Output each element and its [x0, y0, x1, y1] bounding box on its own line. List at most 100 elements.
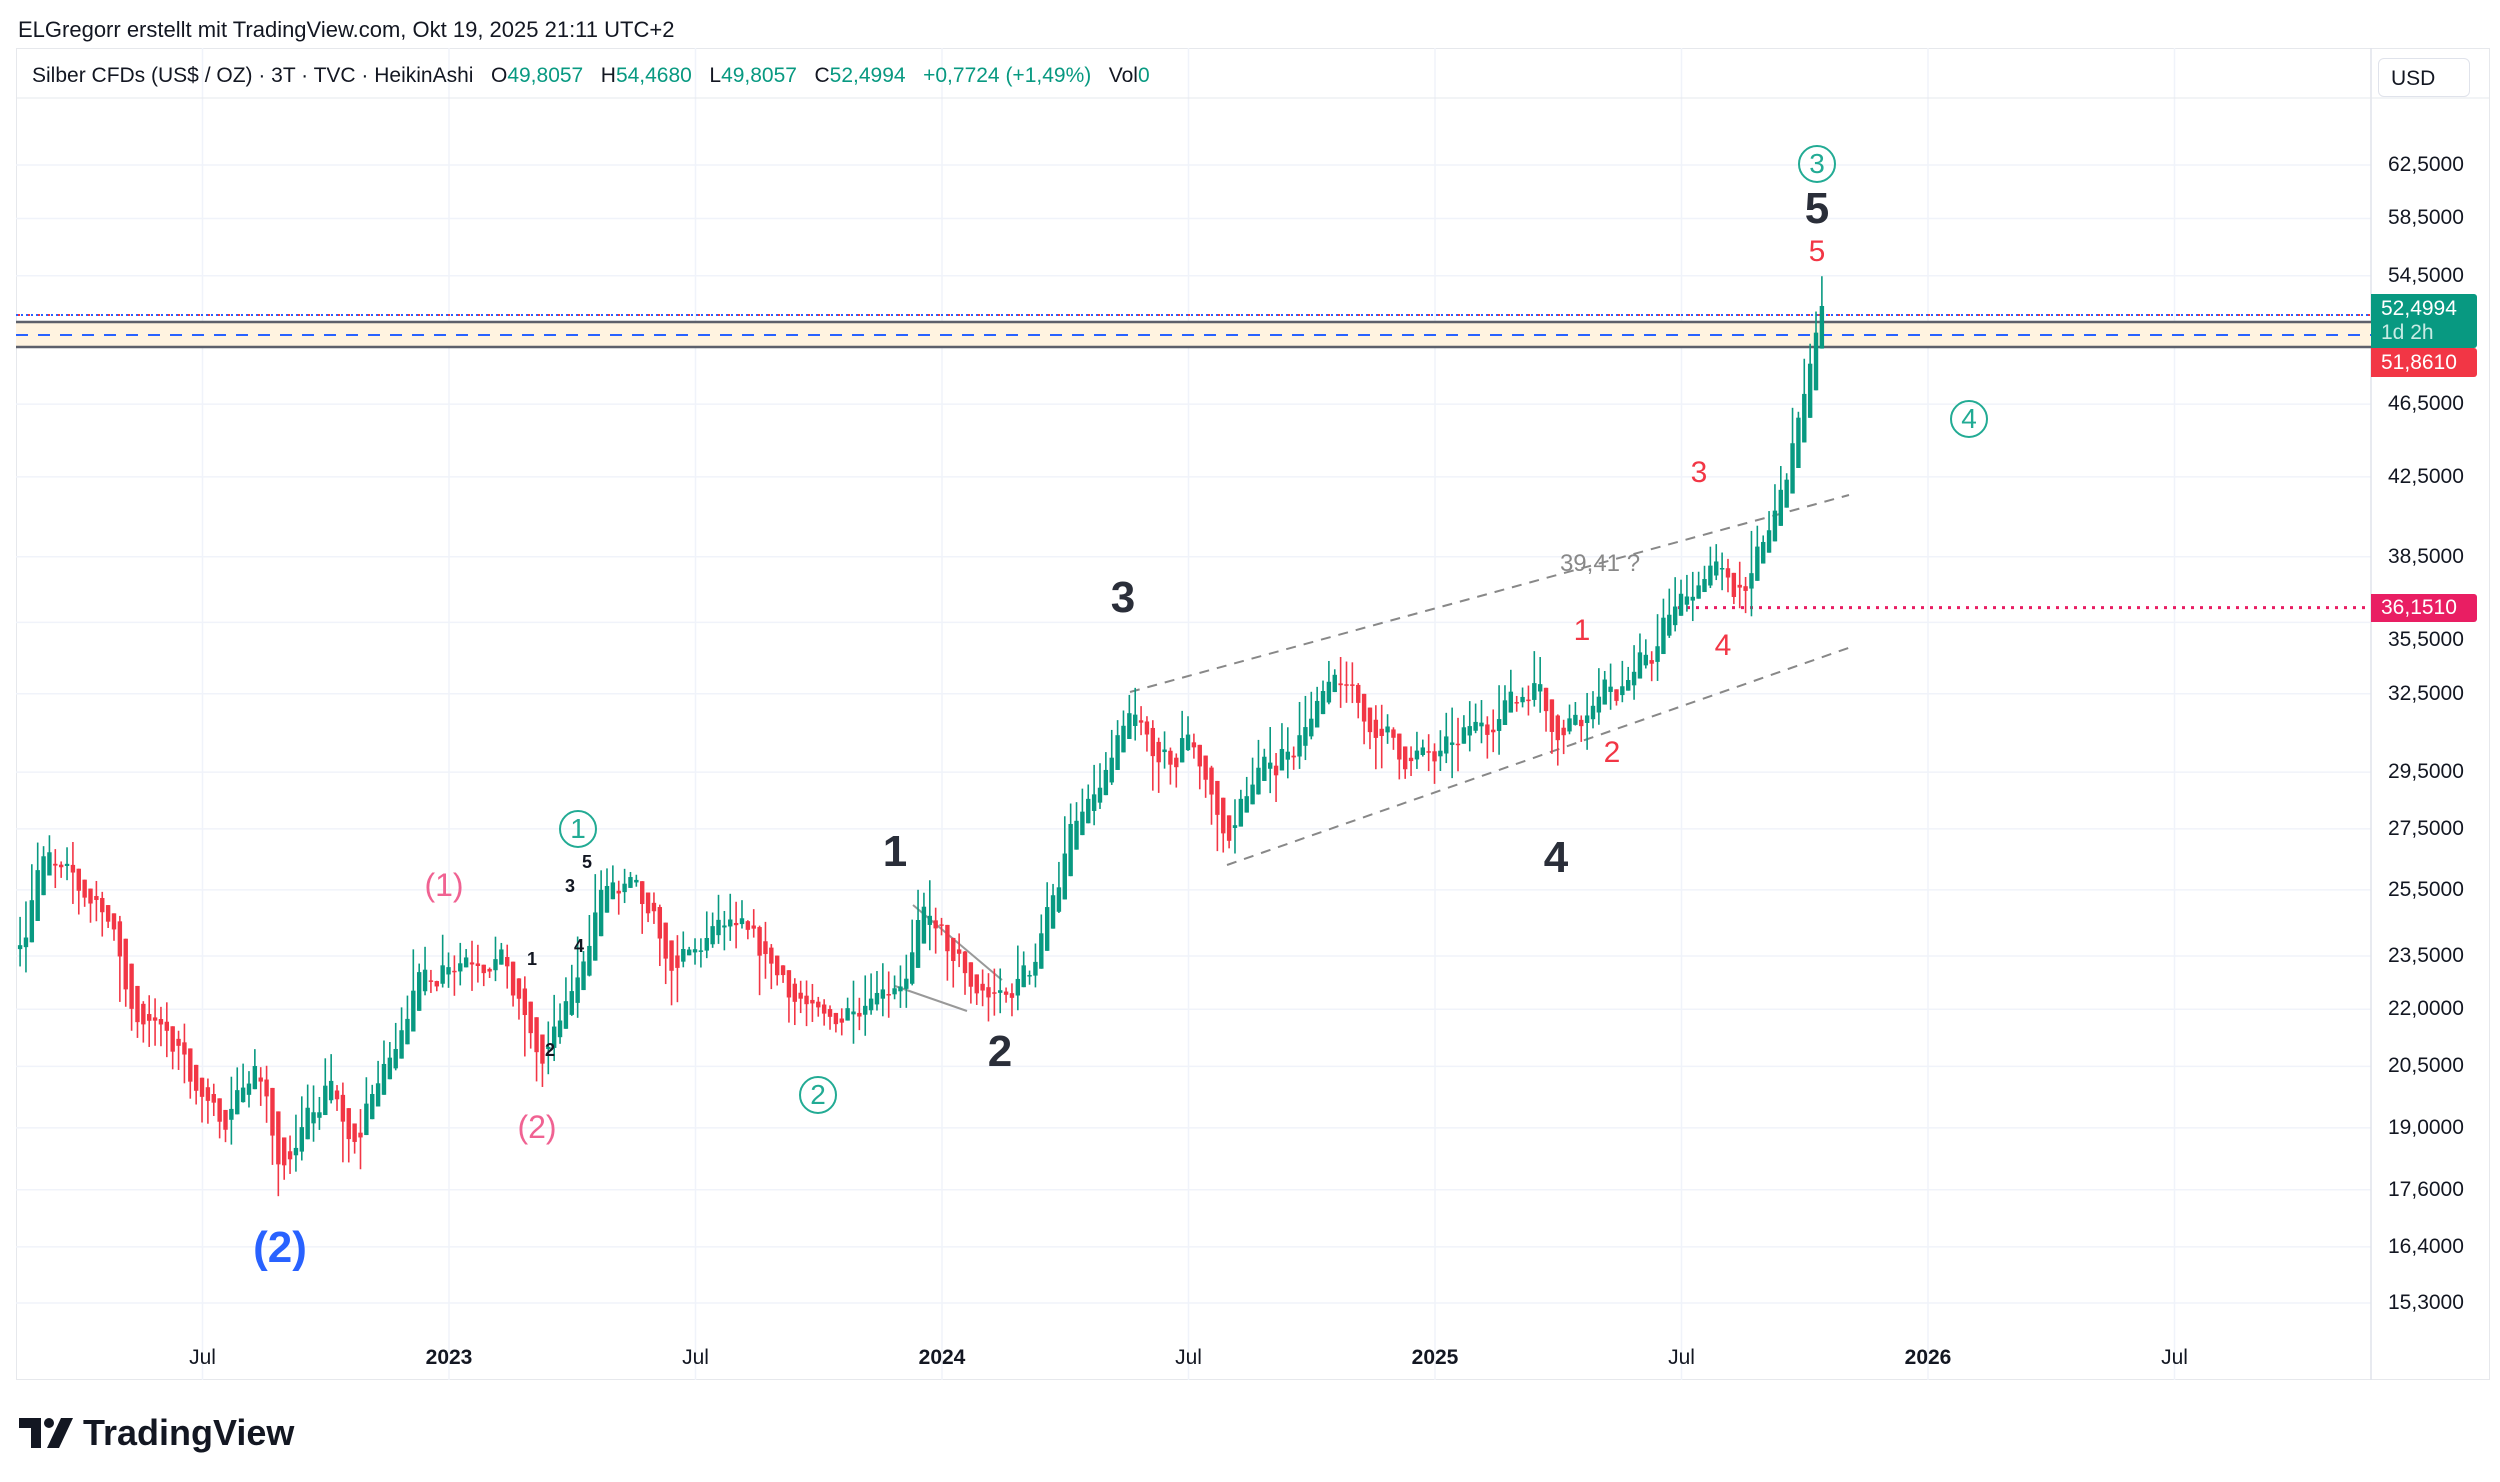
candle-body	[1138, 720, 1144, 723]
candle-up	[411, 949, 416, 1032]
candle-up	[375, 1060, 381, 1107]
candle-body	[974, 974, 979, 994]
candle-up	[1520, 687, 1525, 708]
candle-up	[728, 893, 733, 941]
minor-4-label[interactable]: 4	[573, 936, 585, 956]
candle-body	[510, 961, 516, 996]
candle-down	[158, 1006, 164, 1047]
candle-body	[616, 890, 621, 894]
minor-1-label[interactable]: 1	[526, 949, 538, 969]
wave-5-label[interactable]: 5	[1804, 184, 1830, 233]
candle-up	[909, 919, 915, 986]
candle-down	[786, 970, 792, 1023]
wave-2-label[interactable]: 2	[987, 1027, 1013, 1076]
wave-circle-2-label[interactable]: 2	[799, 1076, 837, 1114]
low-value: 49,8057	[721, 64, 797, 87]
wave-3-label[interactable]: 3	[1110, 573, 1136, 622]
candle-body	[223, 1109, 228, 1130]
candle-body	[821, 1004, 827, 1014]
candle-down	[1156, 737, 1161, 793]
candle-body	[1091, 794, 1097, 811]
candle-down	[540, 1034, 545, 1087]
candle-body	[158, 1019, 164, 1025]
subwave-1-label[interactable]: 1	[1573, 614, 1591, 647]
candle-up	[1115, 720, 1120, 770]
candle-up	[1162, 731, 1167, 769]
candle-down	[956, 933, 962, 968]
y-tick-label: 38,5000	[2388, 544, 2464, 568]
candle-down	[1009, 983, 1015, 1017]
candle-down	[821, 999, 827, 1026]
subwave-3-label[interactable]: 3	[1690, 456, 1708, 489]
candle-body	[246, 1083, 252, 1095]
candle-up	[1626, 666, 1631, 691]
candle-body	[1766, 530, 1772, 553]
candle-body	[874, 992, 880, 1005]
candle-body	[1080, 811, 1085, 836]
wave-1-label[interactable]: 1	[882, 827, 908, 876]
candle-up	[1309, 691, 1314, 740]
candle-body	[593, 912, 598, 961]
symbol-name[interactable]: Silber CFDs (US$ / OZ) · 3T · TVC · Heik…	[32, 64, 474, 87]
candle-up	[863, 975, 868, 1036]
volume-value: 0	[1137, 64, 1150, 87]
candle-down	[505, 944, 510, 989]
candle-body	[1537, 684, 1543, 692]
candle-body	[716, 919, 721, 936]
candle-body	[311, 1112, 316, 1124]
candle-up	[1719, 552, 1725, 591]
candle-up	[622, 868, 627, 904]
tradingview-logo[interactable]: TradingView	[19, 1412, 294, 1454]
candle-body	[76, 868, 81, 891]
candle-down	[675, 935, 680, 1003]
candle-up	[1091, 764, 1097, 826]
candle-up	[1573, 702, 1578, 726]
subwave-2-label[interactable]: 2	[1603, 736, 1621, 769]
primary-wave-2-label[interactable]: (2)	[253, 1223, 307, 1272]
minor-5-label[interactable]: 5	[581, 852, 593, 872]
close-value: 52,4994	[829, 64, 906, 87]
wave-circle-3-label[interactable]: 3	[1798, 145, 1836, 183]
y-tick-label: 22,0000	[2388, 997, 2464, 1021]
wave-paren-2-label[interactable]: (2)	[517, 1109, 557, 1145]
currency-button[interactable]: USD	[2378, 58, 2470, 97]
candle-down	[1291, 746, 1296, 770]
candle-body	[792, 983, 798, 1002]
candle-body	[1461, 727, 1467, 744]
candle-body	[1050, 895, 1056, 929]
minor-2-label[interactable]: 2	[544, 1040, 556, 1060]
candle-body	[1749, 573, 1754, 589]
candle-body	[70, 864, 76, 873]
subwave-5-label[interactable]: 5	[1808, 235, 1826, 268]
wave-circle-4-label[interactable]: 4	[1950, 400, 1988, 438]
candle-up	[634, 874, 639, 887]
candle-down	[58, 861, 64, 878]
subwave-4-label[interactable]: 4	[1714, 629, 1732, 662]
candle-up	[1314, 686, 1320, 728]
fib-target-label[interactable]: 39,41 ?	[1559, 550, 1641, 577]
candle-body	[1573, 714, 1578, 725]
minor-3-label[interactable]: 3	[564, 876, 576, 896]
wave-4-label[interactable]: 4	[1543, 833, 1569, 882]
candle-body	[1361, 693, 1367, 722]
candle-body	[598, 889, 604, 937]
wave-circle-1-label[interactable]: 1	[559, 810, 597, 848]
candle-up	[328, 1054, 334, 1104]
candle-down	[141, 1001, 146, 1043]
candle-down	[1150, 720, 1156, 791]
candle-body	[176, 1038, 181, 1046]
wave-paren-1-label[interactable]: (1)	[424, 867, 464, 903]
candle-up	[1772, 484, 1778, 542]
candle-body	[270, 1087, 275, 1136]
candle-body	[962, 951, 968, 974]
x-tick-label: Jul	[682, 1346, 709, 1369]
candle-down	[1455, 717, 1461, 772]
candle-body	[1356, 684, 1361, 703]
candle-up	[1244, 776, 1249, 813]
candle-body	[1667, 614, 1672, 636]
candle-body	[663, 922, 668, 959]
candle-body	[1385, 726, 1390, 733]
candle-body	[1297, 735, 1302, 757]
candle-up	[1602, 670, 1607, 705]
